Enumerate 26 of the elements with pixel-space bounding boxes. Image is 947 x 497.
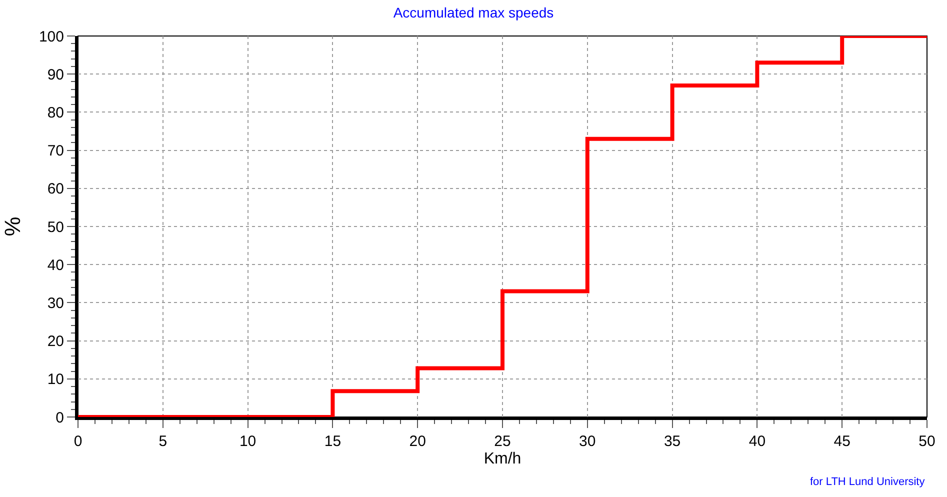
y-tick-label: 80 <box>47 104 64 122</box>
x-tick-label: 35 <box>664 433 681 450</box>
x-tick-label: 0 <box>74 433 82 450</box>
y-axis-title: % <box>0 216 25 236</box>
x-tick-label: 15 <box>324 433 342 450</box>
y-tick-label: 50 <box>47 218 64 236</box>
x-tick-label: 20 <box>409 433 426 450</box>
x-tick-label: 30 <box>579 433 596 450</box>
y-tick-label: 30 <box>47 294 64 312</box>
x-tick-label: 50 <box>918 433 936 450</box>
y-tick-label: 60 <box>47 180 64 198</box>
x-tick-label: 5 <box>158 433 168 450</box>
y-tick-label: 20 <box>47 333 64 350</box>
y-tick-label: 40 <box>47 256 64 274</box>
x-tick-label: 25 <box>494 433 511 450</box>
x-tick-label: 40 <box>748 433 766 450</box>
text: for LTH Lund University <box>810 476 926 488</box>
y-tick-label: 90 <box>47 66 64 84</box>
chart-title: Accumulated max speeds <box>393 4 554 20</box>
y-tick-label: 0 <box>56 409 64 426</box>
y-tick-label: 10 <box>47 371 64 388</box>
x-tick-label: 10 <box>239 433 256 450</box>
y-tick-label: 70 <box>47 142 64 160</box>
x-axis-title: Km/h <box>484 450 522 468</box>
x-tick-label: 45 <box>834 433 850 450</box>
y-tick-label: 100 <box>38 28 64 46</box>
